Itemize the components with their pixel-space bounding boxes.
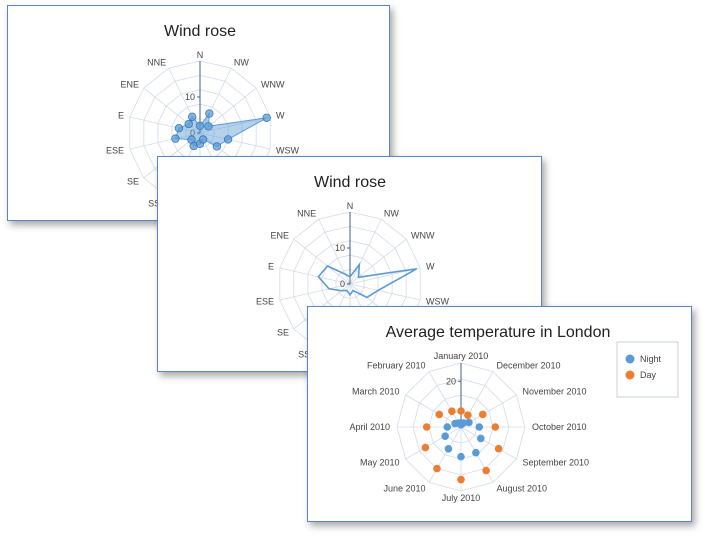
category-label: SE	[277, 328, 289, 338]
grid-spoke	[129, 132, 201, 150]
radial-tick-label: 10	[335, 243, 345, 253]
data-point	[184, 119, 193, 129]
wind-rose-1-plot: Wind rose010NNNEENEEESESESSESSSWSWWSWWWN…	[106, 23, 300, 216]
category-label: NNE	[147, 58, 166, 68]
data-point	[459, 419, 468, 427]
data-point	[435, 410, 444, 419]
legend-marker	[625, 370, 635, 380]
data-point	[174, 123, 184, 133]
data-point	[433, 464, 441, 473]
grid-spoke	[199, 132, 271, 150]
data-point	[204, 122, 213, 131]
grid-spoke	[199, 67, 232, 134]
data-point	[472, 448, 480, 457]
grid-spoke	[349, 218, 382, 285]
data-point	[482, 466, 490, 475]
grid-spoke	[279, 283, 351, 301]
chart-title: Wind rose	[164, 23, 236, 40]
data-point	[465, 418, 473, 427]
temperature-chart: Average temperature in London 20 January 2…	[307, 306, 692, 522]
grid-spoke	[428, 426, 462, 483]
data-point	[475, 423, 484, 431]
category-label: June 2010	[383, 483, 425, 493]
category-label: NNE	[297, 209, 316, 219]
grid-spoke	[428, 371, 462, 428]
category-label: WNW	[411, 230, 435, 240]
category-label: W	[276, 111, 285, 121]
grid-spoke	[460, 426, 517, 460]
grid-spoke	[168, 67, 201, 134]
data-point	[205, 109, 214, 118]
category-label: ENE	[121, 79, 140, 89]
category-label: N	[197, 50, 204, 60]
legend-box	[616, 341, 679, 398]
category-label: WNW	[261, 79, 285, 89]
category-label: May 2010	[360, 458, 400, 468]
grid-spoke	[349, 283, 421, 301]
category-label: January 2010	[434, 351, 489, 361]
grid-spoke	[405, 394, 462, 428]
data-point	[195, 121, 205, 130]
data-point	[494, 444, 503, 453]
category-label: NW	[384, 209, 399, 219]
data-point	[457, 407, 465, 415]
data-point	[457, 475, 465, 484]
legend-marker	[625, 354, 635, 364]
data-point	[491, 423, 500, 431]
data-point	[422, 423, 431, 431]
chart-title: Average temperature in London	[386, 324, 611, 341]
category-label: SE	[127, 177, 139, 187]
category-label: February 2010	[367, 361, 426, 371]
category-label: W	[426, 262, 435, 272]
radial-tick-label: 0	[340, 279, 345, 289]
data-point	[223, 135, 233, 144]
category-label: October 2010	[532, 422, 587, 432]
category-label: E	[268, 262, 274, 272]
category-label: ESE	[256, 296, 274, 306]
category-label: N	[347, 201, 354, 211]
grid-spoke	[293, 238, 351, 285]
data-point	[478, 410, 487, 419]
chart-title: Wind rose	[314, 174, 386, 191]
data-point	[464, 411, 472, 419]
grid-spoke	[279, 267, 351, 285]
data-point	[262, 113, 271, 122]
data-point	[448, 407, 456, 415]
data-point	[421, 443, 430, 452]
radial-tick-label: 10	[185, 92, 195, 102]
legend-label: Night	[640, 354, 662, 364]
radial-tick-label: 0	[190, 128, 195, 138]
category-label: April 2010	[349, 422, 390, 432]
data-point	[476, 434, 485, 443]
category-label: NW	[234, 58, 249, 68]
category-label: WSW	[426, 296, 449, 306]
category-label: September 2010	[522, 458, 589, 468]
category-label: August 2010	[497, 483, 548, 493]
data-point	[212, 142, 222, 151]
grid-spoke	[405, 426, 462, 460]
temperature-plot: Average temperature in London 20 January 2…	[349, 324, 679, 503]
data-point	[451, 419, 459, 428]
category-label: WSW	[276, 145, 299, 155]
category-label: ENE	[271, 230, 290, 240]
category-label: March 2010	[352, 387, 400, 397]
radial-tick-label: 20	[446, 376, 456, 386]
category-label: ESE	[106, 145, 124, 155]
legend-label: Day	[640, 370, 657, 380]
data-point	[171, 134, 180, 143]
grid-spoke	[199, 116, 271, 134]
category-label: E	[118, 111, 124, 121]
data-point	[457, 452, 465, 461]
data-point	[187, 112, 197, 121]
data-point	[198, 135, 208, 144]
data-point	[444, 444, 453, 453]
series-line	[317, 261, 418, 299]
data-point	[441, 432, 449, 440]
category-label: July 2010	[442, 493, 481, 503]
category-label: December 2010	[497, 361, 561, 371]
data-point	[443, 423, 452, 431]
grid-spoke	[129, 116, 201, 134]
category-label: November 2010	[522, 387, 586, 397]
